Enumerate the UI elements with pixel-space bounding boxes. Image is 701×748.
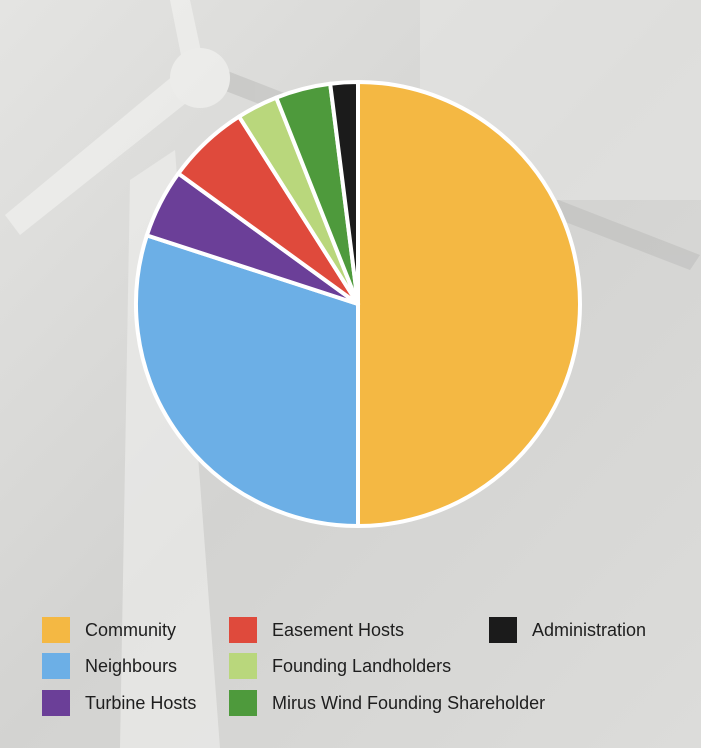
legend-label: Administration	[532, 620, 646, 640]
legend-swatch	[229, 690, 257, 716]
legend-swatch	[229, 617, 257, 643]
legend-swatch	[489, 617, 517, 643]
legend-swatch	[42, 617, 70, 643]
legend-swatch	[42, 653, 70, 679]
pie-slice	[356, 80, 582, 528]
pie	[134, 80, 582, 528]
pie-slice	[328, 80, 360, 306]
legend-label: Community	[85, 620, 176, 640]
legend: Community Neighbours Turbine Hosts Easement…	[42, 617, 646, 716]
legend-swatch	[229, 653, 257, 679]
legend-label: Neighbours	[85, 656, 177, 676]
legend-label: Turbine Hosts	[85, 693, 196, 713]
legend-label: Mirus Wind Founding Shareholder	[272, 693, 545, 713]
legend-swatch	[42, 690, 70, 716]
legend-label: Easement Hosts	[272, 620, 404, 640]
pie-slice	[134, 233, 360, 528]
legend-label: Founding Landholders	[272, 656, 451, 676]
